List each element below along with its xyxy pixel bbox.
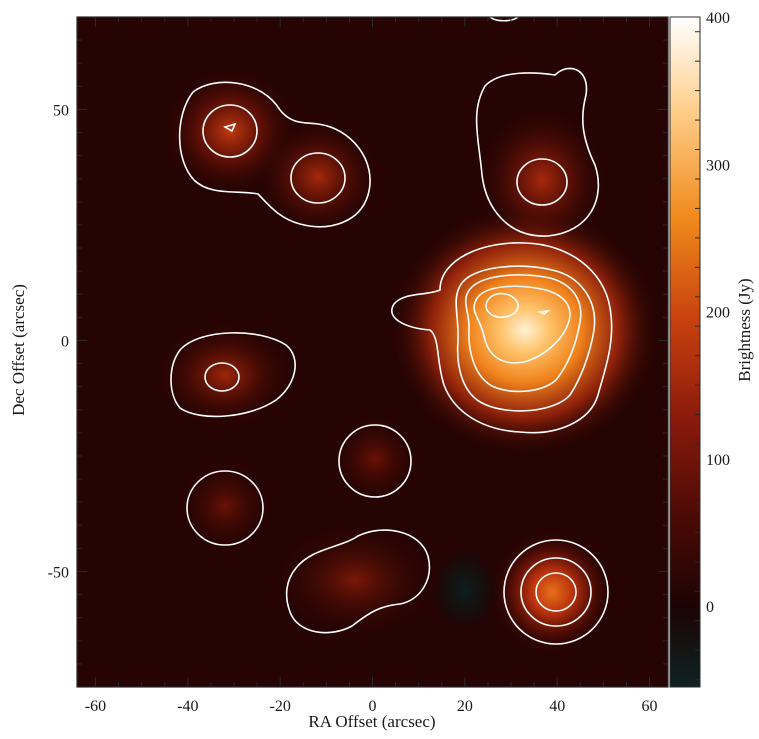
heat-source-8 (273, 522, 437, 638)
contour-source-1-peak (222, 122, 237, 133)
colorbar-tick-label: 200 (706, 305, 730, 322)
x-tick-label: -40 (177, 698, 198, 715)
contour-layer (170, 17, 613, 645)
contour-source-9-mid (520, 557, 592, 627)
contour-top-right (475, 67, 600, 237)
colorbar-tick-label: 0 (706, 599, 714, 616)
colorbar (670, 17, 700, 687)
contour-source-9-outer (503, 539, 609, 645)
contour-center-bottom (338, 424, 412, 498)
heat-source-4 (390, 205, 660, 455)
contour-bright-peak-2 (537, 309, 551, 315)
x-tick-label: -20 (269, 698, 290, 715)
heat-source-5 (155, 321, 295, 429)
heat-source-9 (490, 530, 614, 654)
contour-source-2-inner (290, 152, 346, 204)
contour-bright-outer (391, 242, 613, 434)
contour-bright-2 (455, 265, 596, 412)
y-axis-label: Dec Offset (arcsec) (9, 284, 28, 416)
contour-bright-3 (464, 274, 582, 393)
contour-source-1-inner (202, 104, 258, 158)
x-tick-label: 20 (457, 698, 473, 715)
contour-bottom-pair (285, 529, 431, 634)
tick-labels: -60 -40 -20 0 20 40 60 -50 0 50 0 100 200 300 400 (48, 10, 730, 715)
heat-source-6 (330, 414, 420, 504)
contour-bright-4 (473, 285, 571, 364)
colorbar-tick-label: 100 (706, 452, 730, 469)
heat-source-2 (256, 119, 380, 235)
y-tick-label: -50 (48, 564, 69, 581)
contour-top-edge (489, 17, 519, 22)
contour-source-3-inner (516, 158, 568, 206)
colorbar-frame (669, 16, 701, 688)
contour-source-9-inner (535, 572, 577, 612)
x-tick-label: 40 (549, 698, 565, 715)
y-tick-label: 0 (61, 333, 69, 350)
contour-left-middle (170, 332, 296, 418)
heat-source-7 (177, 458, 273, 554)
colorbar-tick-label: 400 (706, 10, 730, 27)
y-tick-label: 50 (53, 102, 69, 119)
axis-ticks (77, 16, 700, 688)
contour-pair-top-left (178, 81, 371, 228)
colorbar-label: Brightness (Jy) (735, 278, 754, 381)
contour-source-5-inner (204, 362, 240, 392)
contour-bright-peak (485, 292, 519, 319)
x-tick-label: 0 (369, 698, 377, 715)
x-tick-label: -60 (85, 698, 106, 715)
x-tick-label: 60 (642, 698, 658, 715)
x-axis-label: RA Offset (arcsec) (308, 712, 435, 731)
contour-left-bottom (186, 470, 264, 546)
heat-negative-trough (429, 544, 501, 636)
heat-layer (155, 67, 660, 654)
colorbar-tick-label: 300 (706, 157, 730, 174)
